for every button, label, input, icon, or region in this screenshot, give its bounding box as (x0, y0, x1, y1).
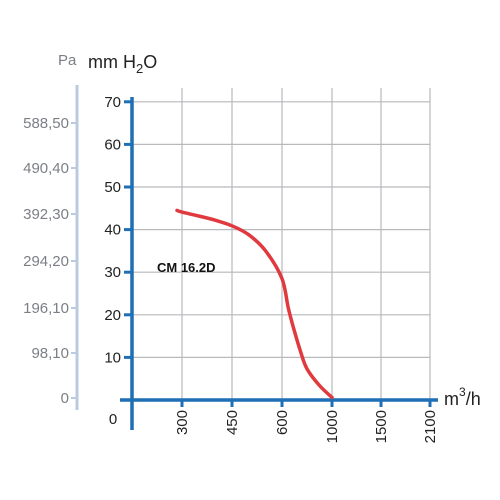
pa-tick-label: 294,20 (23, 253, 69, 270)
pa-tick-label: 392,30 (23, 206, 69, 223)
pa-tick-label: 196,10 (23, 300, 69, 317)
y-axis-label: mm H2O (88, 52, 157, 76)
y-tick-label: 10 (104, 349, 121, 366)
pa-axis: 0 98,10 196,10 294,20 392,30 490,40 588,50 (23, 85, 79, 410)
pa-unit-label: Pa (58, 52, 77, 69)
series-layer (175, 208, 334, 400)
y-tick-label: 20 (104, 307, 121, 324)
y-tick-label: 70 (104, 94, 121, 111)
x-tick-label: 2100 (422, 410, 439, 443)
y-tick-label: 40 (104, 222, 121, 239)
y-tick-label: 30 (104, 264, 121, 281)
pa-tick-label: 490,40 (23, 160, 69, 177)
x-axis-label: m3/h (444, 385, 481, 409)
y-axis-label-tail: O (143, 52, 157, 72)
x-axis-label-superscript: 3 (459, 385, 466, 399)
origin-label: 0 (109, 411, 117, 428)
y-axis-label-subscript: 2 (136, 61, 143, 76)
x-tick-label: 600 (274, 410, 291, 435)
x-tick-label: 300 (174, 410, 191, 435)
x-tick-label: 1500 (373, 410, 390, 443)
pa-tick-label: 0 (61, 390, 69, 407)
series-label: CM 16.2D (157, 260, 216, 275)
pa-tick-label: 588,50 (23, 115, 69, 132)
y-tick-label: 50 (104, 179, 121, 196)
series-line (175, 208, 334, 400)
x-axis-label-tail: /h (466, 389, 481, 409)
y-axis-label-main: mm H (88, 52, 136, 72)
pa-tick-label: 98,10 (31, 345, 69, 362)
main-axes: 10 20 30 40 50 60 70 0 300 450 600 1000 1500 2100 (104, 94, 439, 444)
x-tick-label: 450 (224, 410, 241, 435)
x-tick-label: 1000 (324, 410, 341, 443)
grid (132, 88, 431, 400)
x-axis-label-base: m (444, 389, 459, 409)
y-tick-label: 60 (104, 136, 121, 153)
